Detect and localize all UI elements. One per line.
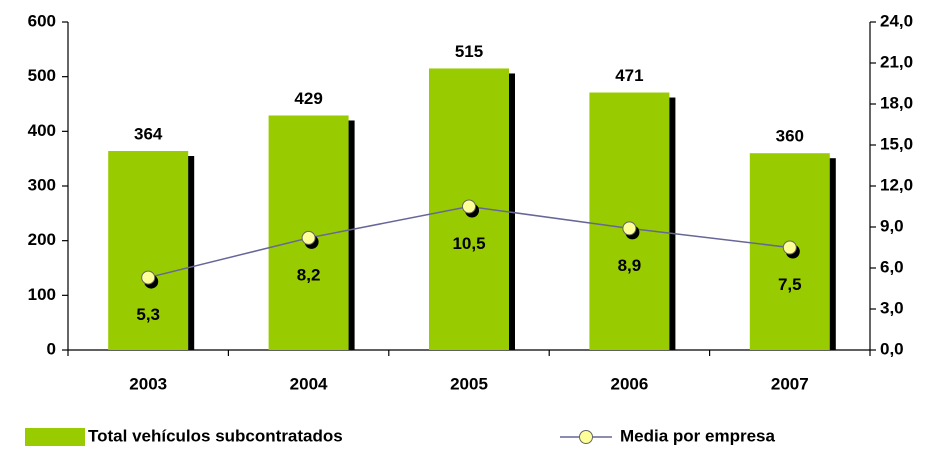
marker — [462, 199, 476, 214]
bar-label: 429 — [294, 89, 322, 108]
y2-tick-label: 0,0 — [880, 339, 904, 358]
legend-label: Total vehículos subcontratados — [88, 426, 343, 445]
y2-tick-label: 21,0 — [880, 52, 913, 71]
x-tick-label: 2003 — [129, 374, 167, 393]
bar-label: 515 — [455, 42, 483, 61]
legend-label: Media por empresa — [620, 426, 775, 445]
x-tick-label: 2005 — [450, 374, 488, 393]
line-label: 7,5 — [778, 275, 802, 294]
bar — [108, 151, 189, 350]
y2-tick-label: 18,0 — [880, 93, 913, 112]
legend-marker — [579, 430, 593, 444]
marker — [622, 221, 637, 236]
bar-label: 364 — [134, 124, 163, 143]
line-label: 5,3 — [136, 305, 160, 324]
marker — [141, 270, 156, 285]
x-tick-label: 2007 — [771, 374, 809, 393]
line-label: 8,9 — [618, 256, 642, 275]
y2-tick-label: 12,0 — [880, 175, 913, 194]
y2-tick-label: 3,0 — [880, 298, 904, 317]
line-label: 10,5 — [452, 234, 485, 253]
bar — [589, 92, 670, 351]
y2-tick-label: 9,0 — [880, 216, 904, 235]
y-tick-label: 200 — [28, 230, 56, 249]
legend-swatch — [25, 428, 85, 446]
y2-tick-label: 6,0 — [880, 257, 904, 276]
marker — [782, 240, 797, 255]
bar-label: 471 — [615, 66, 643, 85]
y2-tick-label: 15,0 — [880, 134, 913, 153]
y-tick-label: 400 — [28, 121, 56, 140]
line-label: 8,2 — [297, 265, 321, 284]
bar-label: 360 — [776, 127, 804, 146]
y-tick-label: 100 — [28, 285, 56, 304]
x-tick-label: 2006 — [610, 374, 648, 393]
y2-tick-label: 24,0 — [880, 11, 913, 30]
y-tick-label: 500 — [28, 66, 56, 85]
y-tick-label: 600 — [28, 11, 56, 30]
x-tick-label: 2004 — [290, 374, 328, 393]
y-tick-label: 300 — [28, 175, 56, 194]
y-tick-label: 0 — [47, 339, 56, 358]
marker — [301, 230, 316, 245]
